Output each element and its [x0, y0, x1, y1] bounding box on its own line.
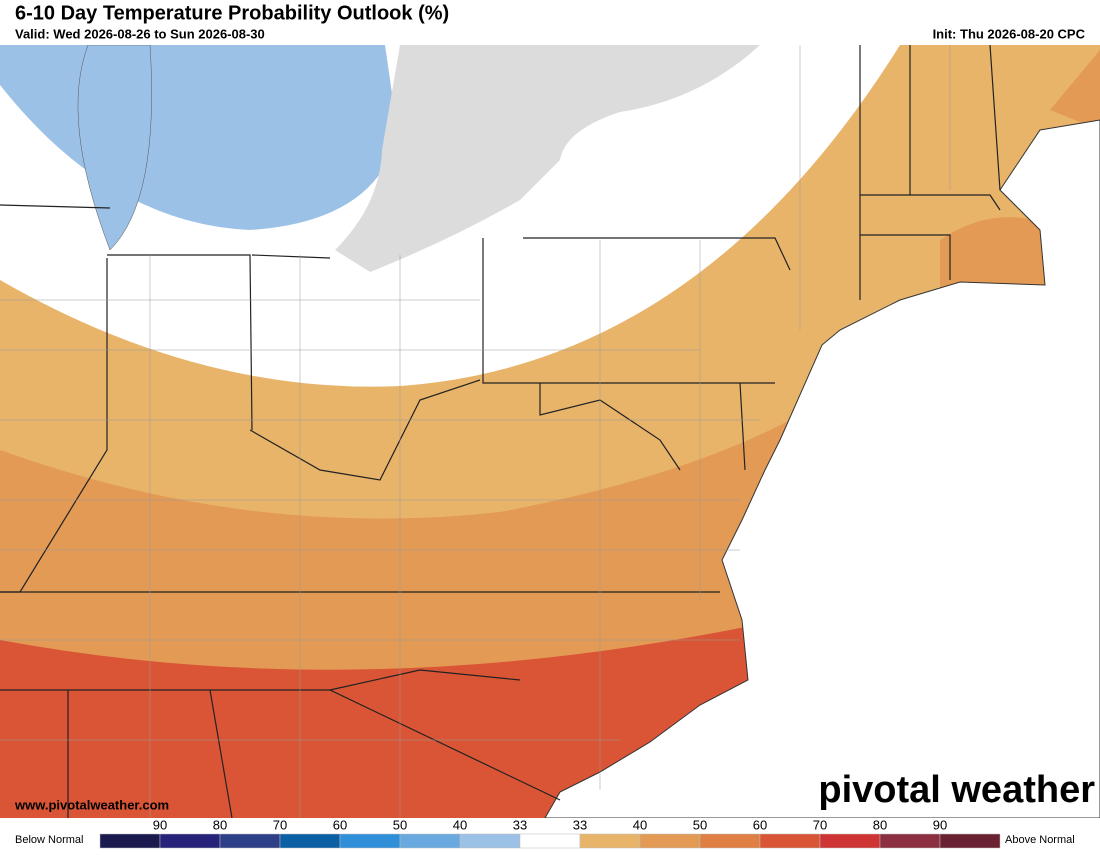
colorbar-tick-label: 90: [933, 817, 947, 832]
colorbar-swatch: [519, 833, 581, 849]
colorbar-swatch: [279, 833, 341, 849]
colorbar-tick-label: 70: [813, 817, 827, 832]
below-normal-label: Below Normal: [15, 834, 83, 846]
colorbar-swatch: [159, 833, 221, 849]
colorbar-swatch: [939, 833, 1001, 849]
colorbar-swatch: [879, 833, 941, 849]
colorbar-swatch: [399, 833, 461, 849]
colorbar-tick-label: 90: [153, 817, 167, 832]
logo: pivotal weather: [818, 769, 1095, 811]
init-time: Init: Thu 2026-08-20 CPC: [933, 26, 1086, 41]
colorbar-tick-label: 40: [633, 817, 647, 832]
colorbar-swatch: [219, 833, 281, 849]
above-normal-label: Above Normal: [1005, 834, 1075, 846]
colorbar-tick-label: 50: [393, 817, 407, 832]
colorbar-swatch: [819, 833, 881, 849]
map: [0, 45, 1100, 818]
colorbar-tick-label: 60: [333, 817, 347, 832]
colorbar-tick-label: 70: [273, 817, 287, 832]
colorbar-tick-label: 40: [453, 817, 467, 832]
colorbar-swatch: [699, 833, 761, 849]
title: 6-10 Day Temperature Probability Outlook…: [15, 2, 449, 24]
colorbar-swatch: [759, 833, 821, 849]
colorbar-swatch: [99, 833, 161, 849]
valid-time: Valid: Wed 2026-08-26 to Sun 2026-08-30: [15, 26, 265, 41]
colorbar-tick-label: 33: [573, 817, 587, 832]
colorbar-swatch: [639, 833, 701, 849]
county-borders: [0, 45, 951, 818]
colorbar-tick-label: 80: [873, 817, 887, 832]
colorbar-tick-label: 80: [213, 817, 227, 832]
colorbar-swatch: [339, 833, 401, 849]
colorbar-swatch: [459, 833, 521, 849]
watermark: www.pivotalweather.com: [14, 797, 169, 812]
colorbar-tick-label: 50: [693, 817, 707, 832]
colorbar-tick-label: 60: [753, 817, 767, 832]
colorbar-swatch: [579, 833, 641, 849]
colorbar: Below Normal Above Normal 90 80 70 60 50 40 33…: [0, 817, 1100, 850]
colorbar-tick-label: 33: [513, 817, 527, 832]
